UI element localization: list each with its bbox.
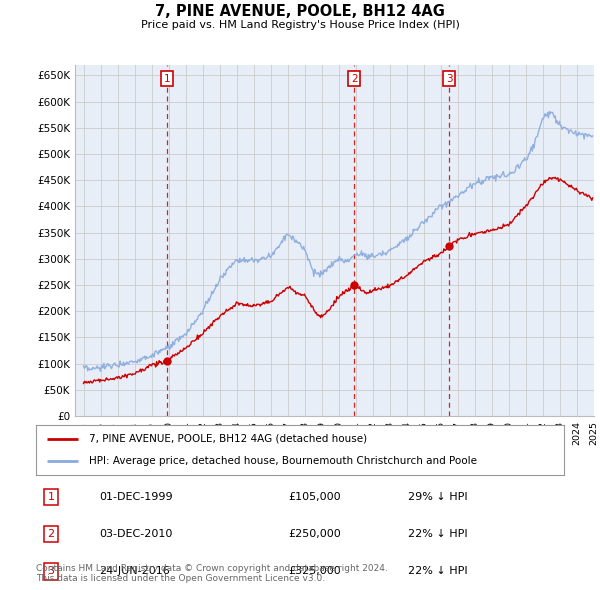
Text: Contains HM Land Registry data © Crown copyright and database right 2024.
This d: Contains HM Land Registry data © Crown c… — [36, 563, 388, 583]
Text: 7, PINE AVENUE, POOLE, BH12 4AG: 7, PINE AVENUE, POOLE, BH12 4AG — [155, 4, 445, 19]
Text: 3: 3 — [47, 566, 55, 576]
Text: £325,000: £325,000 — [288, 566, 341, 576]
Text: 2: 2 — [47, 529, 55, 539]
Text: 24-JUN-2016: 24-JUN-2016 — [99, 566, 170, 576]
Text: £250,000: £250,000 — [288, 529, 341, 539]
Text: 1: 1 — [47, 492, 55, 502]
Text: 01-DEC-1999: 01-DEC-1999 — [99, 492, 173, 502]
Text: 1: 1 — [164, 74, 170, 84]
Text: 22% ↓ HPI: 22% ↓ HPI — [408, 529, 467, 539]
Text: £105,000: £105,000 — [288, 492, 341, 502]
Text: 7, PINE AVENUE, POOLE, BH12 4AG (detached house): 7, PINE AVENUE, POOLE, BH12 4AG (detache… — [89, 434, 367, 444]
Text: 22% ↓ HPI: 22% ↓ HPI — [408, 566, 467, 576]
Text: HPI: Average price, detached house, Bournemouth Christchurch and Poole: HPI: Average price, detached house, Bour… — [89, 456, 477, 466]
Text: 03-DEC-2010: 03-DEC-2010 — [99, 529, 172, 539]
Text: 2: 2 — [351, 74, 358, 84]
Text: 3: 3 — [446, 74, 452, 84]
Text: Price paid vs. HM Land Registry's House Price Index (HPI): Price paid vs. HM Land Registry's House … — [140, 20, 460, 30]
Text: 29% ↓ HPI: 29% ↓ HPI — [408, 492, 467, 502]
